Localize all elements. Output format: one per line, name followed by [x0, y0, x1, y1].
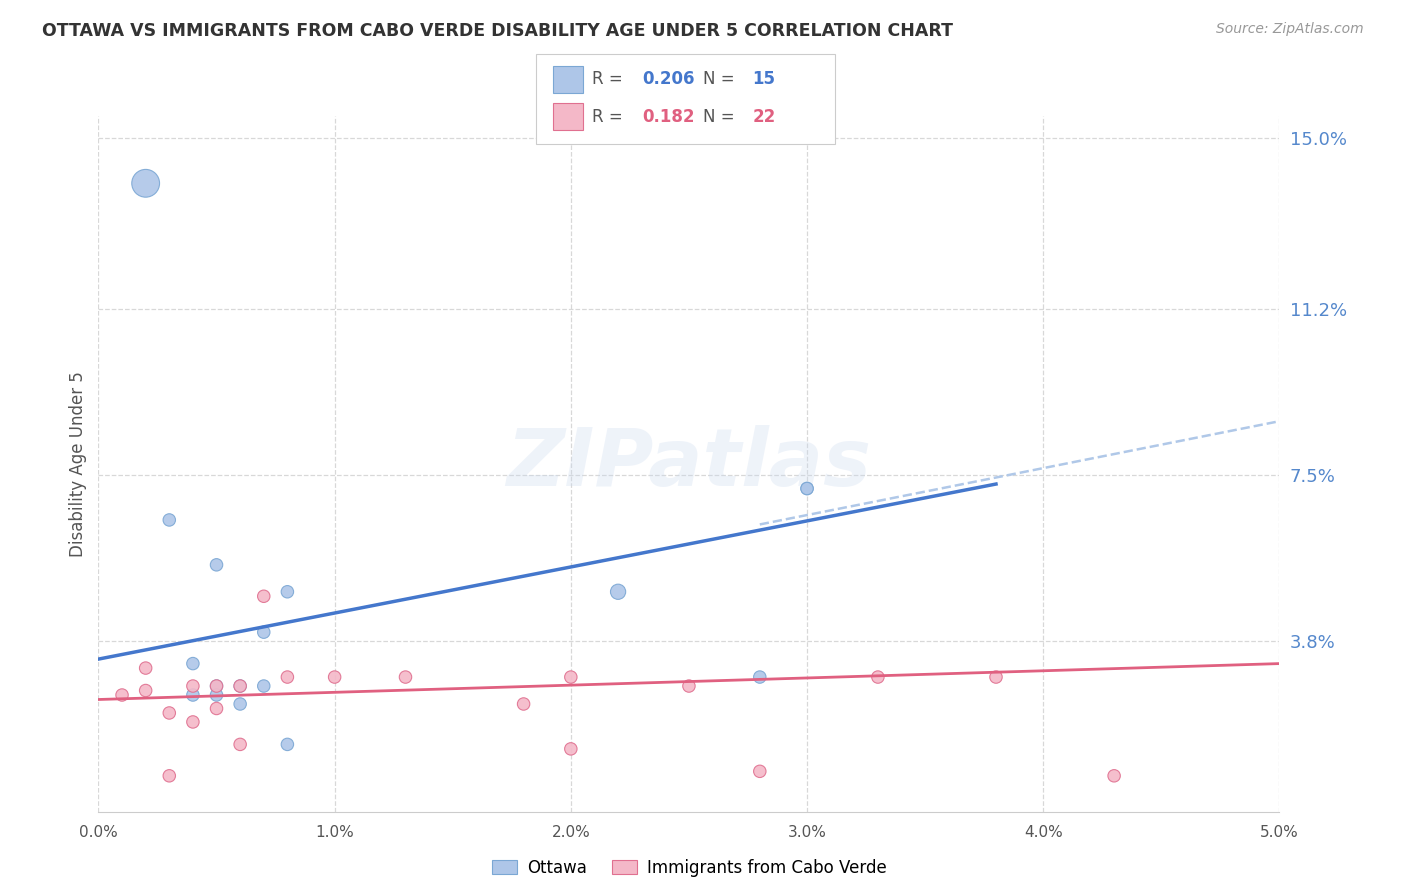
- Point: [181, 657, 204, 671]
- Point: [135, 661, 157, 675]
- Point: [229, 697, 252, 711]
- Point: [323, 670, 346, 684]
- Point: [135, 683, 157, 698]
- Text: ZIPatlas: ZIPatlas: [506, 425, 872, 503]
- Point: [157, 769, 180, 783]
- Point: [181, 688, 204, 702]
- Point: [1102, 769, 1125, 783]
- Point: [560, 670, 582, 684]
- Point: [229, 679, 252, 693]
- Text: 22: 22: [752, 108, 776, 126]
- Text: R =: R =: [592, 108, 633, 126]
- Point: [866, 670, 889, 684]
- Text: R =: R =: [592, 70, 628, 88]
- Point: [748, 670, 770, 684]
- Point: [181, 714, 204, 729]
- Point: [205, 688, 228, 702]
- Point: [157, 513, 180, 527]
- Point: [181, 679, 204, 693]
- Point: [678, 679, 700, 693]
- Text: 0.182: 0.182: [643, 108, 695, 126]
- Point: [205, 558, 228, 572]
- Point: [157, 706, 180, 720]
- Text: 0.206: 0.206: [643, 70, 695, 88]
- Text: N =: N =: [703, 70, 740, 88]
- Text: N =: N =: [703, 108, 740, 126]
- Point: [253, 589, 276, 603]
- Y-axis label: Disability Age Under 5: Disability Age Under 5: [69, 371, 87, 557]
- Point: [276, 670, 298, 684]
- Point: [276, 584, 298, 599]
- Text: OTTAWA VS IMMIGRANTS FROM CABO VERDE DISABILITY AGE UNDER 5 CORRELATION CHART: OTTAWA VS IMMIGRANTS FROM CABO VERDE DIS…: [42, 22, 953, 40]
- Point: [984, 670, 1007, 684]
- Point: [560, 742, 582, 756]
- Point: [512, 697, 534, 711]
- Point: [205, 679, 228, 693]
- Point: [796, 482, 818, 496]
- Point: [205, 701, 228, 715]
- Text: 15: 15: [752, 70, 775, 88]
- Point: [253, 625, 276, 640]
- Point: [135, 176, 157, 190]
- Point: [394, 670, 416, 684]
- Legend: Ottawa, Immigrants from Cabo Verde: Ottawa, Immigrants from Cabo Verde: [485, 852, 893, 883]
- Point: [276, 738, 298, 752]
- Text: Source: ZipAtlas.com: Source: ZipAtlas.com: [1216, 22, 1364, 37]
- Point: [205, 679, 228, 693]
- Point: [748, 764, 770, 779]
- Point: [253, 679, 276, 693]
- Point: [796, 482, 818, 496]
- Point: [229, 738, 252, 752]
- Point: [607, 584, 630, 599]
- Point: [111, 688, 134, 702]
- Point: [229, 679, 252, 693]
